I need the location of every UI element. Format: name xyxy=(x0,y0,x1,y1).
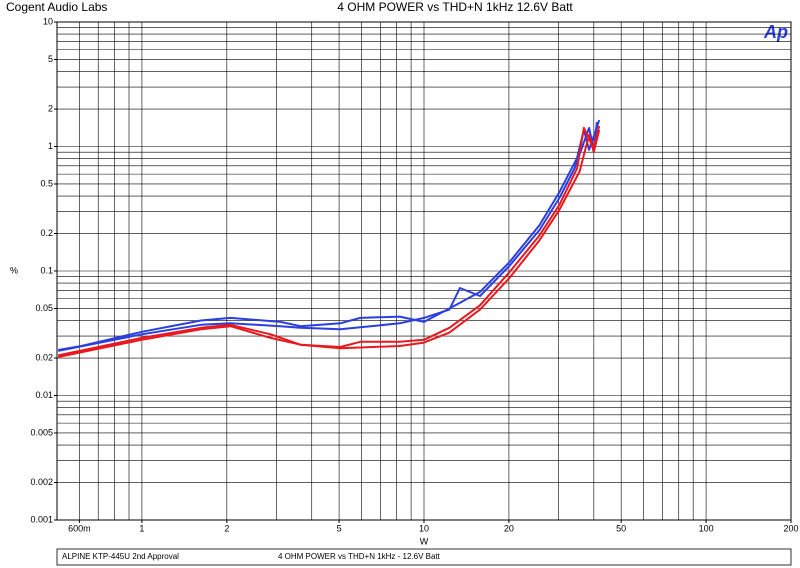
x-axis-label: W xyxy=(420,536,429,546)
y-tick-label: 2 xyxy=(48,103,53,113)
x-tick-label: 20 xyxy=(504,523,514,533)
y-tick-label: 0.5 xyxy=(40,178,53,188)
y-tick-label: 0.1 xyxy=(40,265,53,275)
series-line xyxy=(58,119,601,351)
series-line xyxy=(57,129,601,358)
x-tick-label: 50 xyxy=(616,523,626,533)
footer-box xyxy=(56,548,792,566)
y-tick-label: 0.01 xyxy=(35,390,53,400)
y-tick-label: 0.005 xyxy=(30,427,53,437)
y-tick-label: 0.2 xyxy=(40,228,53,238)
footer-left: ALPINE KTP-445U 2nd Approval xyxy=(62,552,179,561)
chart-title: 4 OHM POWER vs THD+N 1kHz 12.6V Batt xyxy=(337,0,573,14)
footer-right: 4 OHM POWER vs THD+N 1kHz - 12.6V Batt xyxy=(278,552,441,561)
y-tick-label: 0.001 xyxy=(30,514,53,524)
series-line xyxy=(57,125,601,357)
x-tick-label: 2 xyxy=(224,523,229,533)
y-tick-label: 0.05 xyxy=(35,303,53,313)
series-line xyxy=(58,121,598,352)
x-tick-label: 10 xyxy=(419,523,429,533)
x-tick-label: 200 xyxy=(783,523,798,533)
x-tick-label: 100 xyxy=(699,523,714,533)
y-tick-label: 1 xyxy=(48,141,53,151)
y-tick-label: 10 xyxy=(43,16,53,26)
y-tick-label: 0.02 xyxy=(35,352,53,362)
y-tick-label: 0.002 xyxy=(30,477,53,487)
y-axis-label: % xyxy=(10,265,18,275)
x-tick-label: 5 xyxy=(337,523,342,533)
x-tick-label: 1 xyxy=(139,523,144,533)
y-tick-label: 5 xyxy=(48,54,53,64)
x-tick-label: 600m xyxy=(68,523,91,533)
header: Cogent Audio Labs xyxy=(6,0,107,14)
logo: Ap xyxy=(763,22,788,42)
